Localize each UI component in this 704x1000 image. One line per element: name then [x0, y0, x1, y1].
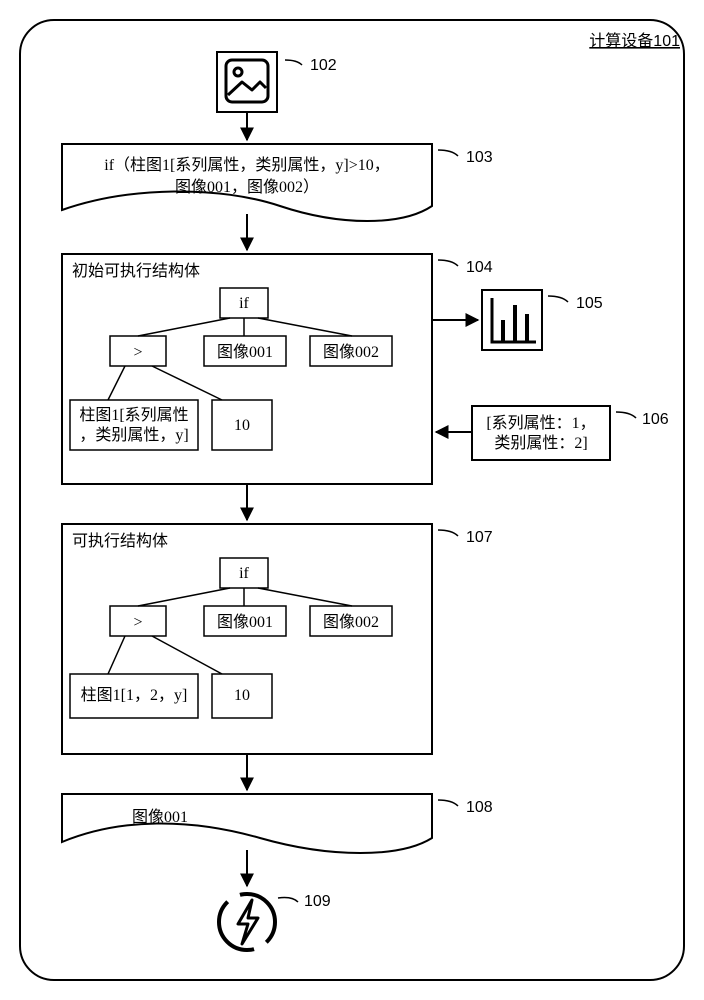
- node-107-gt: >: [133, 614, 142, 631]
- node-104-img001: 图像001: [217, 343, 273, 361]
- node-107-ten: 10: [234, 687, 250, 704]
- label-109: 109: [304, 893, 331, 910]
- node-103-line1: if（柱图1[系列属性，类别属性，y]>10，: [104, 156, 389, 174]
- node-106-attrs: [系列属性：1， 类别属性：2]: [472, 406, 610, 460]
- node-107-if: if: [239, 565, 249, 582]
- node-104-title: 初始可执行结构体: [72, 262, 200, 280]
- node-102-image-icon: [217, 52, 277, 112]
- label-106: 106: [642, 411, 669, 428]
- label-104: 104: [466, 259, 493, 276]
- node-104-gt: >: [133, 344, 142, 361]
- callout-105: [548, 296, 568, 302]
- flowchart-diagram: 计算设备101 102 if（柱图1[系列属性，类别属性，y]>10， 图像00…: [0, 0, 704, 1000]
- node-107-img002: 图像002: [323, 613, 379, 631]
- callout-103: [438, 150, 458, 156]
- node-104-img002: 图像002: [323, 343, 379, 361]
- node-107-exec-struct: 可执行结构体 if > 图像001 图像002 柱图1[1，2，y] 10: [62, 524, 432, 754]
- label-108: 108: [466, 799, 493, 816]
- node-109-lightning-icon: [219, 894, 275, 950]
- node-107-img001: 图像001: [217, 613, 273, 631]
- node-108-result: 图像001: [62, 794, 432, 853]
- node-103-expression: if（柱图1[系列属性，类别属性，y]>10， 图像001，图像002）: [62, 144, 432, 221]
- node-108-text: 图像001: [132, 808, 188, 826]
- callout-107: [438, 530, 458, 536]
- node-104-leaf-l2: ，类别属性，y]: [79, 426, 188, 444]
- node-106-line2: 类别属性：2]: [494, 434, 587, 452]
- node-107-title: 可执行结构体: [72, 532, 168, 550]
- node-107-leaf: 柱图1[1，2，y]: [81, 686, 188, 704]
- node-104-leaf-l1: 柱图1[系列属性: [79, 406, 188, 424]
- callout-106: [616, 412, 636, 418]
- callout-109: [278, 898, 298, 903]
- device-title: 计算设备101: [589, 31, 680, 50]
- label-103: 103: [466, 149, 493, 166]
- node-103-line2: 图像001，图像002）: [175, 178, 319, 196]
- label-102: 102: [310, 57, 337, 74]
- node-104-if: if: [239, 295, 249, 312]
- node-104-initial-struct: 初始可执行结构体 if > 图像001 图像002 柱图1[系列属性 ，类别属性…: [62, 254, 432, 484]
- callout-104: [438, 260, 458, 266]
- callout-102: [285, 60, 302, 65]
- node-106-line1: [系列属性：1，: [486, 414, 595, 432]
- label-107: 107: [466, 529, 493, 546]
- node-104-ten: 10: [234, 417, 250, 434]
- callout-108: [438, 800, 458, 806]
- node-105-chart-icon: [482, 290, 542, 350]
- label-105: 105: [576, 295, 603, 312]
